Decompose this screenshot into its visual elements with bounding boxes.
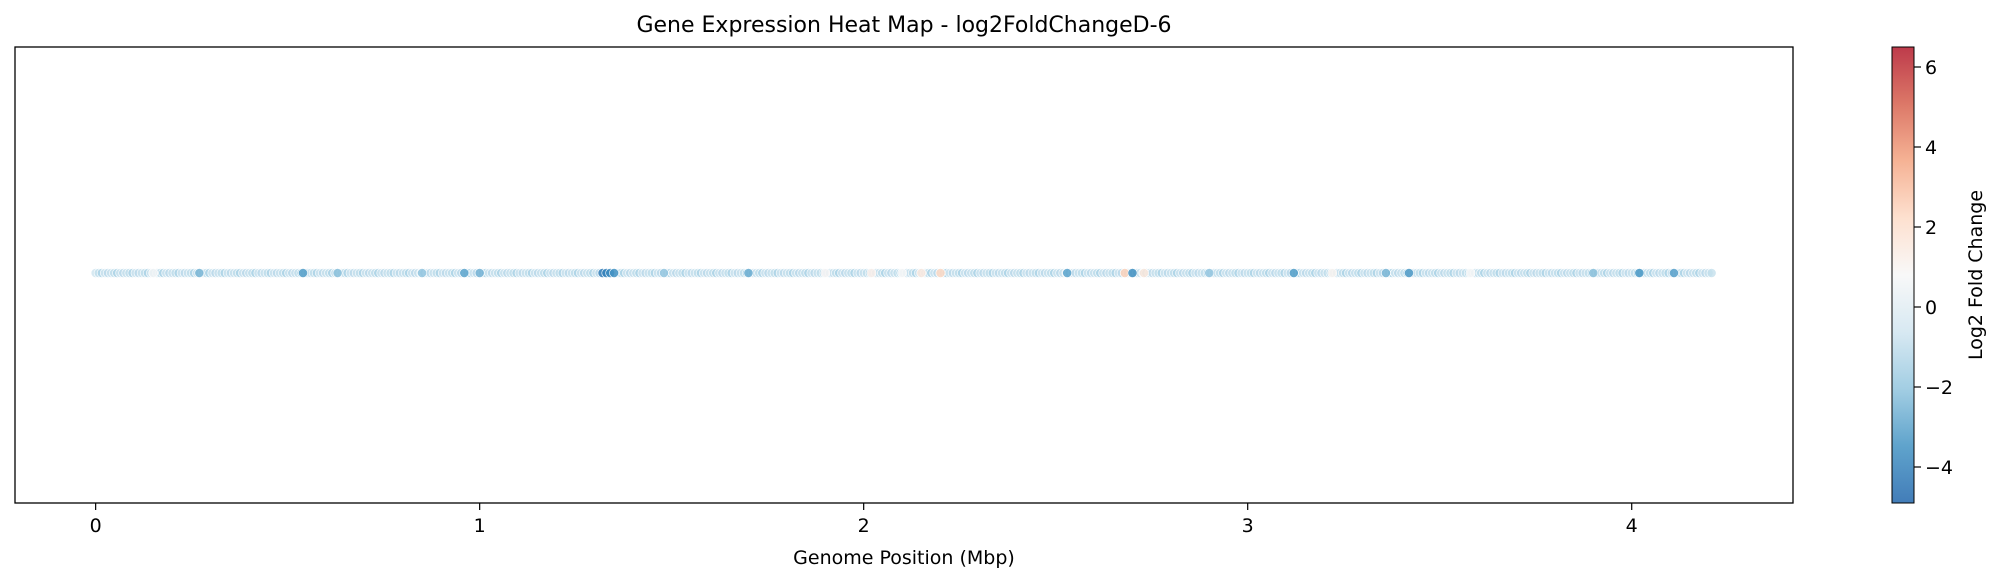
data-point-highlight (820, 268, 831, 278)
chart-title: Gene Expression Heat Map - log2FoldChang… (636, 13, 1171, 38)
data-point-highlight (1588, 268, 1599, 278)
data-point-highlight (916, 268, 927, 278)
data-point-highlight (298, 268, 308, 278)
data-point-highlight (609, 268, 619, 278)
x-tick-label: 3 (1242, 515, 1254, 537)
data-point-highlight (1381, 268, 1391, 278)
x-tick-label: 2 (858, 515, 870, 537)
colorbar-label: Log2 Fold Change (1965, 190, 1987, 360)
scatter-points (90, 268, 1717, 278)
data-point-highlight (1288, 268, 1299, 278)
data-point-highlight (897, 268, 907, 278)
data-point (1706, 268, 1717, 278)
data-point-highlight (332, 268, 343, 278)
x-axis-ticks: 0 1 2 3 4 (90, 503, 1638, 537)
data-point-highlight (866, 268, 877, 278)
colorbar-tick-label: 6 (1925, 57, 1937, 79)
data-point-highlight (1327, 268, 1338, 278)
colorbar-tick-label: 2 (1925, 217, 1937, 239)
colorbar (1891, 46, 1915, 504)
data-point-highlight (1404, 268, 1414, 278)
x-tick-label: 0 (90, 515, 102, 537)
data-point-highlight (1139, 268, 1149, 278)
data-point-highlight (194, 268, 205, 278)
data-point-highlight (148, 268, 159, 278)
data-point-highlight (1204, 268, 1215, 278)
data-point-highlight (743, 268, 754, 278)
data-point-highlight (1465, 268, 1476, 278)
x-tick-label: 1 (474, 515, 486, 537)
colorbar-tick-label: −2 (1925, 377, 1953, 399)
data-point-highlight (417, 268, 427, 278)
colorbar-tick-label: −4 (1925, 457, 1953, 479)
x-tick-label: 4 (1626, 515, 1638, 537)
colorbar-tick-label: 4 (1925, 137, 1937, 159)
data-point-highlight (474, 268, 485, 278)
data-point-highlight (1127, 268, 1138, 278)
colorbar-ticks: −4 −2 0 2 4 6 (1914, 57, 1953, 479)
data-point-highlight (935, 268, 946, 278)
data-point-highlight (1634, 268, 1645, 278)
data-point-highlight (459, 268, 470, 278)
x-axis-label: Genome Position (Mbp) (793, 547, 1015, 569)
plot-frame (14, 46, 1794, 504)
data-point-highlight (1062, 268, 1073, 278)
data-point-highlight (1669, 268, 1679, 278)
data-point-highlight (659, 268, 669, 278)
colorbar-tick-label: 0 (1925, 297, 1937, 319)
